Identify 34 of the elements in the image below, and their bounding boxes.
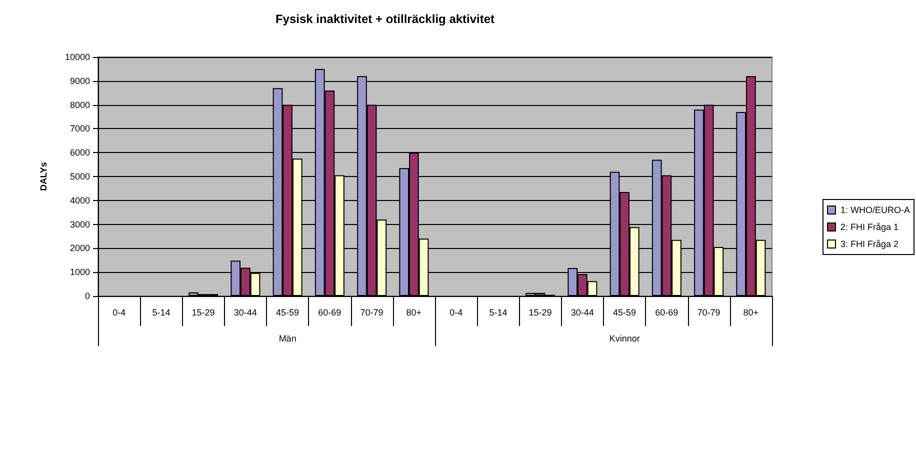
legend-label: 1: WHO/EURO-A [840, 205, 910, 215]
y-tick-label: 9000 [70, 76, 90, 86]
legend-label: 3: FHI Fråga 2 [840, 239, 899, 249]
x-tick-label: 5-14 [152, 308, 170, 318]
x-tick-label: 70-79 [360, 308, 384, 318]
y-tick-label: 7000 [70, 124, 90, 134]
y-axis-title: DALYs [38, 162, 48, 191]
x-tick-label: 0-4 [450, 308, 463, 318]
x-tick-label: 30-44 [570, 308, 594, 318]
x-tick-label: 5-14 [489, 308, 508, 318]
y-tick-label: 3000 [70, 219, 90, 230]
x-tick-label: 80+ [743, 308, 759, 318]
x-tick-label: 15-29 [528, 308, 552, 318]
x-tick-label: 60-69 [655, 308, 678, 318]
y-tick-label: 4000 [70, 195, 90, 206]
x-tick-label: 30-44 [234, 308, 257, 318]
x-tick-label: 80+ [406, 308, 422, 318]
y-tick-label: 5000 [70, 172, 90, 182]
legend-label: 2: FHI Fråga 1 [840, 222, 899, 232]
x-tick-label: 70-79 [697, 308, 720, 318]
x-tick-label: 45-59 [276, 308, 300, 318]
y-tick-label: 1000 [70, 267, 90, 278]
x-tick-label: 15-29 [192, 308, 215, 318]
x-tick-label: 60-69 [318, 308, 342, 318]
text: Kvinnor [609, 334, 640, 344]
y-tick-label: 6000 [70, 148, 90, 158]
y-tick-label: 10000 [64, 52, 90, 62]
x-tick-label: 45-59 [613, 308, 636, 318]
y-tick-label: 8000 [70, 100, 90, 110]
y-tick-label: 2000 [70, 243, 90, 254]
text: Män [278, 334, 296, 344]
y-tick-label: 0 [84, 291, 90, 301]
chart-title: Fysisk inaktivitet + otillräcklig aktivitet [275, 12, 495, 26]
x-tick-label: 0-4 [112, 308, 126, 318]
